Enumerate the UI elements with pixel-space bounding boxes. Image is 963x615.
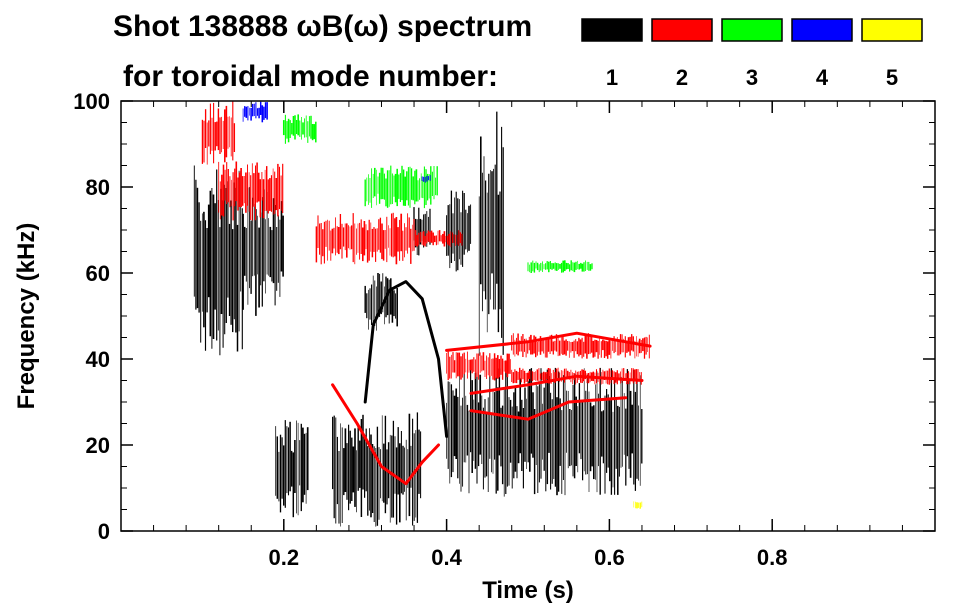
plot-area: [193, 101, 652, 527]
x-axis-label: Time (s): [482, 577, 574, 604]
legend-label-mode-5: 5: [886, 65, 898, 90]
y-tick-label: 100: [73, 89, 110, 114]
spectral-region-mode-2-12: [315, 212, 415, 265]
y-tick-label: 60: [86, 261, 110, 286]
y-axis-label: Frequency (kHz): [13, 223, 40, 410]
spectral-region-mode-1-1: [193, 165, 243, 356]
x-tick-label: 0.6: [594, 545, 625, 570]
mode-trace-2-5: [469, 396, 628, 421]
legend-label-mode-4: 4: [816, 65, 829, 90]
y-tick-label: 0: [98, 519, 110, 544]
mode-trace-2-3: [445, 331, 652, 352]
spectral-region-mode-1-2: [242, 187, 284, 316]
spectral-region-mode-3-18: [364, 165, 438, 209]
y-tick-label: 20: [86, 433, 110, 458]
spectral-region-mode-2-10: [201, 101, 236, 165]
mode-trace-2-1: [331, 383, 440, 486]
spectral-region-mode-1-4: [332, 412, 422, 527]
spectral-region-mode-3-19: [527, 260, 593, 273]
spectral-region-mode-1-5: [364, 273, 398, 332]
spectral-region-mode-1-9: [446, 367, 643, 497]
spectral-region-mode-1-6: [413, 207, 431, 256]
chart-title-line-1: Shot 138888 ωB(ω) spectrum: [113, 10, 532, 43]
spectral-region-mode-2-14: [446, 351, 511, 381]
y-tick-label: 80: [86, 175, 110, 200]
spectral-region-mode-4-20: [242, 101, 268, 123]
spectral-region-mode-5-22: [633, 501, 643, 509]
x-tick-label: 0.4: [431, 545, 462, 570]
legend-swatch-mode-4: [791, 18, 853, 42]
spectral-region-mode-4-21: [421, 175, 431, 183]
spectral-region-mode-2-15: [511, 333, 650, 359]
x-tick-label: 0.8: [757, 545, 788, 570]
spectral-region-mode-1-8: [478, 111, 504, 356]
spectral-region-mode-1-3: [275, 420, 309, 518]
spectral-region-mode-3-17: [282, 114, 317, 144]
legend-swatch-mode-5: [861, 18, 923, 42]
spectral-region-mode-2-11: [218, 161, 284, 221]
legend-label-mode-3: 3: [746, 65, 758, 90]
spectral-region-mode-2-13: [413, 230, 463, 248]
x-tick-label: 0.2: [269, 545, 300, 570]
legend-swatch-mode-3: [721, 18, 783, 42]
legend: 1 2 3 4 5: [581, 18, 923, 90]
chart-title-line-2: for toroidal mode number:: [123, 60, 498, 93]
legend-swatch-mode-1: [581, 18, 643, 42]
mode-trace-2-4: [469, 374, 644, 395]
mode-trace-1-2: [363, 280, 449, 438]
y-tick-label: 40: [86, 347, 110, 372]
legend-label-mode-2: 2: [676, 65, 688, 90]
legend-label-mode-1: 1: [606, 65, 618, 90]
plot-frame: [120, 100, 936, 532]
legend-swatch-mode-2: [651, 18, 713, 42]
axes: 0.2 0.4 0.6 0.8 0 20 40 60 80 100: [73, 89, 935, 570]
